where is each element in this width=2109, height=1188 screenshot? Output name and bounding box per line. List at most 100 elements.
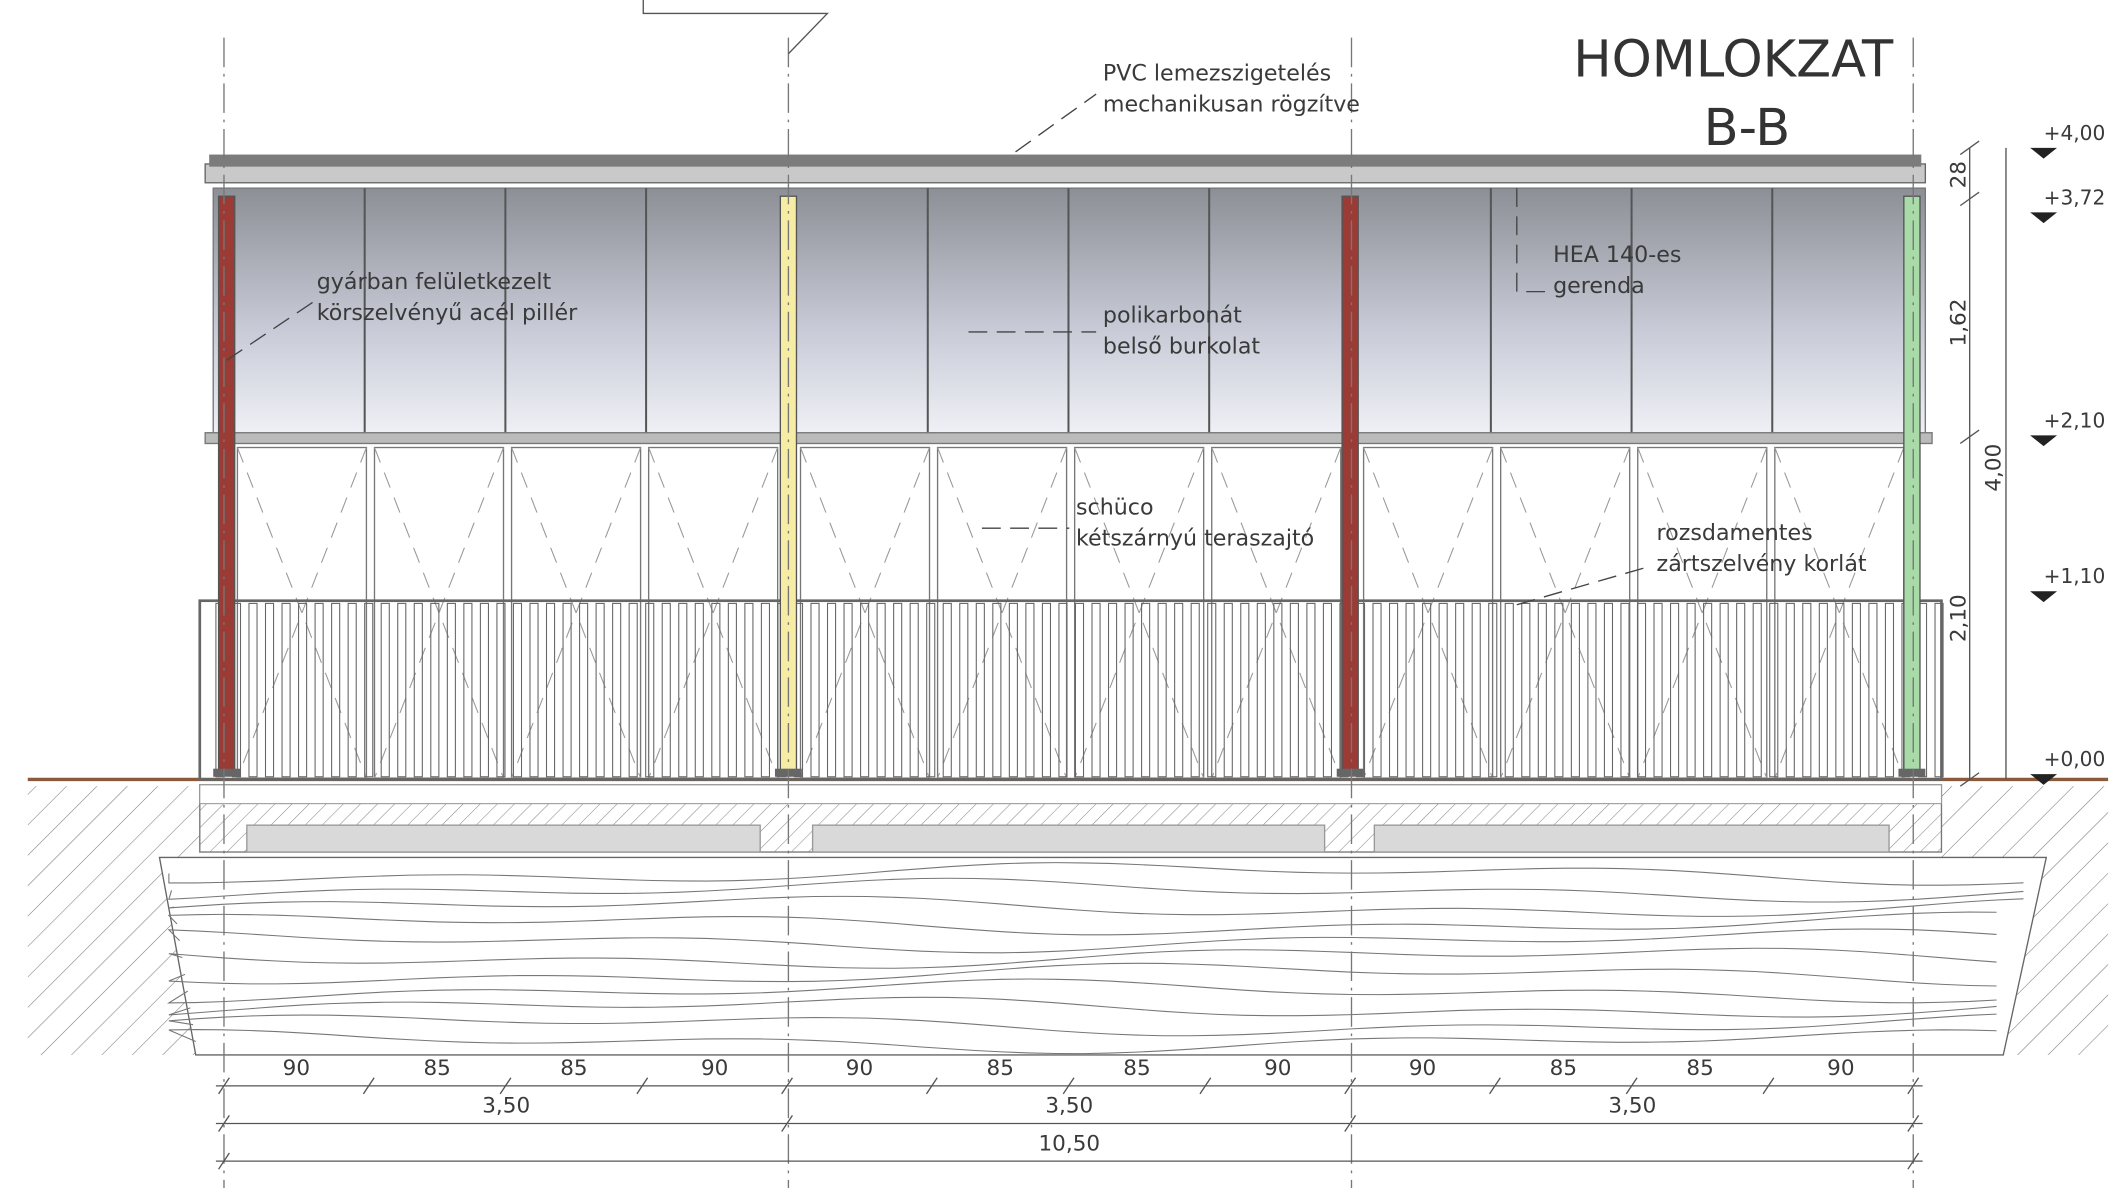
- dim-tick: [1062, 1077, 1075, 1095]
- soil-line: [168, 1029, 1997, 1055]
- segment-dim: 85: [1123, 1056, 1150, 1081]
- dim-tick: [1959, 191, 1980, 207]
- footing: [1373, 824, 1890, 853]
- railing-bar: [298, 602, 308, 778]
- soil-line: [168, 895, 2024, 917]
- door-swing: [800, 447, 931, 779]
- railing-bar: [413, 602, 423, 778]
- annotation: mechanikusan rögzítve: [1103, 92, 1360, 118]
- level-label: +2,10: [2044, 408, 2106, 432]
- railing-bar: [331, 602, 341, 778]
- dim-tick: [499, 1077, 512, 1095]
- column-base: [1898, 768, 1926, 777]
- railing-bar: [1372, 602, 1382, 778]
- railing-bar: [628, 602, 638, 778]
- railing-bar: [1306, 602, 1316, 778]
- railing-bar: [1736, 602, 1746, 778]
- railing-bar: [248, 602, 258, 778]
- railing-bar: [1504, 602, 1514, 778]
- railing-bar: [1752, 602, 1762, 778]
- railing-bar: [1570, 602, 1580, 778]
- railing-bar: [1107, 602, 1118, 778]
- level-label: +4,00: [2044, 121, 2106, 145]
- annotation: gyárban felületkezelt: [317, 269, 552, 295]
- railing-bar: [876, 602, 886, 778]
- railing-bar: [1289, 602, 1299, 778]
- column: [217, 195, 236, 775]
- door-swing: [937, 447, 1068, 779]
- railing-bar: [1769, 602, 1779, 778]
- railing-bar: [347, 602, 357, 778]
- segment-dim: 85: [1550, 1056, 1577, 1081]
- column: [1903, 195, 1921, 775]
- railing-bar: [1636, 602, 1647, 778]
- level-mark: [2030, 435, 2058, 447]
- railing-bar: [612, 602, 622, 778]
- railing-bar: [1653, 602, 1663, 778]
- railing-bar: [843, 602, 853, 778]
- railing-bar: [1884, 602, 1895, 778]
- railing-bar: [1405, 602, 1415, 778]
- slab: [199, 784, 1943, 805]
- railing-bar: [1223, 602, 1233, 778]
- railing-bar: [1240, 602, 1250, 778]
- soil-line: [168, 947, 1997, 969]
- railing-bar: [711, 602, 721, 778]
- title: HOMLOKZAT: [1573, 31, 1894, 90]
- vertical-dim: 28: [1947, 161, 1972, 188]
- segment-dim: 90: [701, 1056, 728, 1081]
- soil-line: [168, 877, 2024, 903]
- column: [1341, 195, 1359, 775]
- railing-bar: [1074, 602, 1085, 778]
- railing-bar: [1868, 602, 1878, 778]
- dim-tick: [1907, 1077, 1920, 1095]
- segment-dim: 90: [1409, 1056, 1436, 1081]
- segment-dim: 90: [846, 1056, 873, 1081]
- railing-bar: [760, 602, 770, 778]
- annotation: schüco: [1076, 495, 1154, 521]
- door-swing: [1637, 447, 1768, 779]
- leader-line: [226, 301, 314, 361]
- railing-bar: [1174, 602, 1184, 778]
- railing-bar: [826, 602, 837, 778]
- dim-tick: [781, 1115, 794, 1132]
- level-mark: [2030, 147, 2058, 159]
- door-swing: [1363, 447, 1494, 779]
- annotation: rozsdamentes: [1657, 520, 1813, 546]
- footing: [246, 824, 761, 853]
- annotation: gerenda: [1553, 273, 1645, 299]
- dim-tick: [1625, 1077, 1638, 1095]
- segment-dim: 90: [1827, 1056, 1854, 1081]
- soil-line: [167, 928, 1997, 954]
- railing-bar: [1802, 602, 1812, 778]
- railing-bar: [264, 602, 275, 778]
- annotation: polikarbonát: [1103, 303, 1242, 329]
- column-base: [213, 768, 241, 777]
- railing-bar: [1488, 602, 1498, 778]
- railing-bar: [1835, 602, 1845, 778]
- dim-tick: [636, 1077, 649, 1095]
- level-mark: [2030, 212, 2058, 224]
- annotation: belső burkolat: [1103, 333, 1261, 359]
- railing-bar: [1190, 602, 1200, 778]
- annotation: PVC lemezszigetelés: [1103, 61, 1331, 87]
- bay-dim: 3,50: [1045, 1094, 1093, 1119]
- railing-bar: [1322, 602, 1333, 778]
- segment-dim: 85: [987, 1056, 1014, 1081]
- railing-bar: [694, 602, 704, 778]
- beam: [204, 432, 1933, 445]
- dim-tick: [1489, 1077, 1501, 1095]
- railing-bar: [1471, 602, 1481, 778]
- railing-bar: [1256, 602, 1266, 778]
- railing-bar: [1157, 602, 1167, 778]
- roof: [204, 163, 1927, 184]
- soil-line: [168, 1013, 1997, 1037]
- railing-bar: [893, 602, 903, 778]
- railing-bar: [1851, 602, 1861, 778]
- dim-tick: [1199, 1077, 1212, 1095]
- door-swing: [648, 447, 779, 779]
- level-label: +0,00: [2044, 747, 2106, 771]
- railing-bar: [1422, 602, 1432, 778]
- dim-tick: [925, 1077, 938, 1095]
